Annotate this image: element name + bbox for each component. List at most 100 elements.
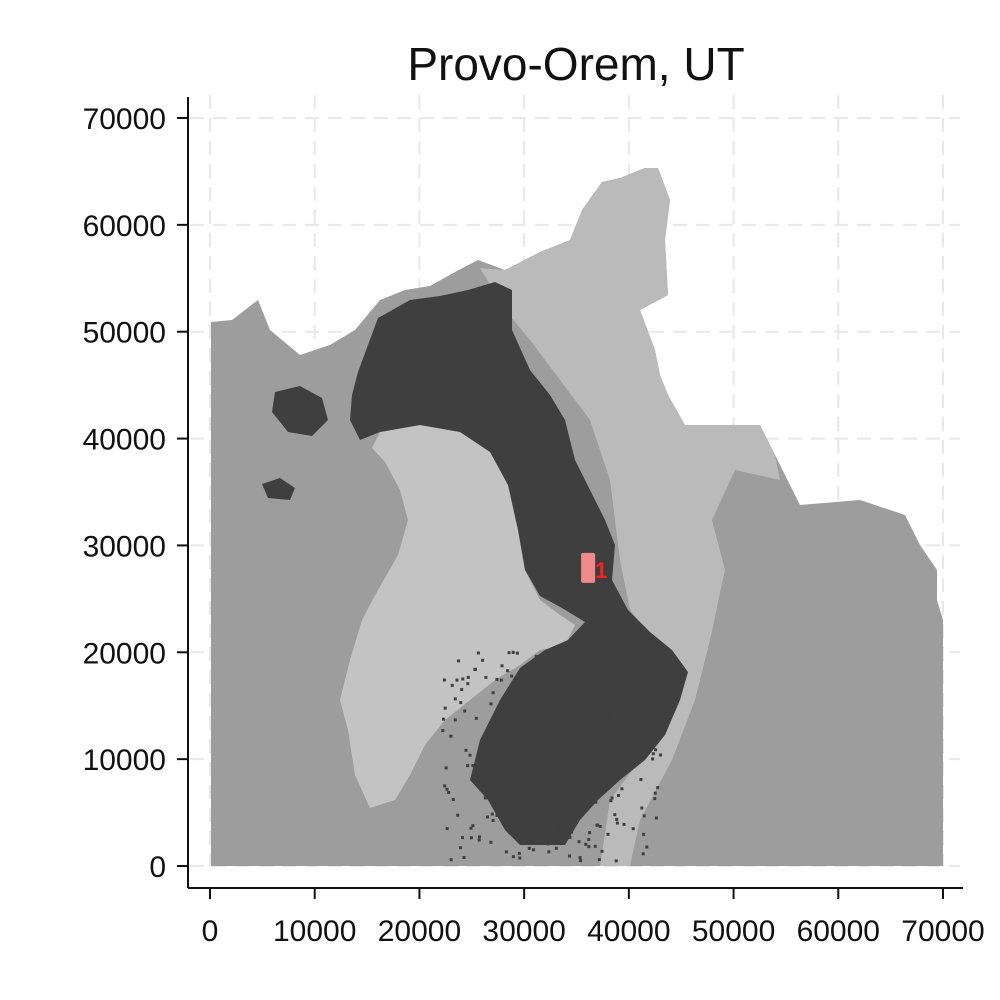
urban-speckle <box>582 733 586 737</box>
urban-speckle <box>519 750 523 754</box>
urban-speckle <box>500 664 504 668</box>
urban-speckle <box>569 669 573 673</box>
urban-speckle <box>459 846 462 850</box>
urban-speckle <box>569 766 573 769</box>
urban-speckle <box>567 658 571 662</box>
urban-speckle <box>501 704 504 708</box>
urban-speckle <box>445 827 449 831</box>
urban-speckle <box>484 759 488 762</box>
urban-speckle <box>583 705 587 709</box>
urban-speckle <box>615 821 619 825</box>
urban-speckle <box>569 769 573 773</box>
urban-speckle <box>651 752 655 756</box>
urban-speckle <box>594 673 597 677</box>
urban-speckle <box>531 729 535 733</box>
urban-speckle <box>617 689 621 693</box>
urban-speckle <box>557 656 561 660</box>
urban-speckle <box>485 732 489 736</box>
urban-speckle <box>464 748 468 752</box>
urban-speckle <box>531 830 534 834</box>
y-tick-label: 30000 <box>83 530 166 563</box>
urban-speckle <box>547 744 551 748</box>
urban-speckle <box>654 656 658 660</box>
urban-speckle <box>507 816 511 820</box>
urban-speckle <box>449 858 453 862</box>
urban-speckle <box>614 724 618 728</box>
urban-speckle <box>594 724 598 728</box>
urban-speckle <box>506 669 510 673</box>
urban-speckle <box>566 722 570 726</box>
urban-speckle <box>507 814 511 818</box>
urban-speckle <box>584 842 588 846</box>
urban-speckle <box>618 741 621 745</box>
urban-speckle <box>658 734 662 738</box>
urban-speckle <box>656 786 660 790</box>
x-tick-label: 30000 <box>482 915 565 948</box>
urban-speckle <box>466 682 470 686</box>
urban-speckle <box>593 703 597 707</box>
urban-speckle <box>577 840 581 844</box>
urban-speckle <box>442 678 446 682</box>
y-tick-label: 50000 <box>83 317 166 350</box>
urban-speckle <box>451 798 455 801</box>
y-tick-label: 20000 <box>83 637 166 670</box>
urban-speckle <box>571 781 575 785</box>
map-regions <box>211 168 943 866</box>
urban-speckle <box>594 800 598 804</box>
x-tick-label: 40000 <box>587 915 670 948</box>
urban-speckle <box>614 690 618 694</box>
urban-speckle <box>580 780 584 784</box>
urban-speckle <box>463 709 467 713</box>
urban-speckle <box>489 740 492 744</box>
urban-speckle <box>466 764 470 768</box>
urban-speckle <box>594 691 598 695</box>
axes: 0 10000 20000 30000 40000 50000 60000 70000 0 100… <box>83 97 985 948</box>
mountain-highlands <box>480 168 780 866</box>
urban-speckle <box>565 674 569 678</box>
urban-speckle <box>518 856 522 860</box>
urban-speckle <box>584 714 588 717</box>
urban-speckle <box>443 706 447 710</box>
urban-speckle <box>599 662 603 665</box>
urban-speckle <box>598 750 601 753</box>
urban-speckle <box>511 830 515 834</box>
marker: 1 <box>581 552 607 583</box>
urban-speckle <box>484 675 488 679</box>
urban-speckle <box>444 766 448 770</box>
urban-speckle <box>569 715 573 719</box>
urban-speckle <box>503 708 506 712</box>
urban-speckle <box>637 695 641 698</box>
urban-speckle <box>503 760 507 764</box>
urban-speckle <box>481 769 485 773</box>
urban-speckle <box>624 653 628 657</box>
y-tick-label: 40000 <box>83 424 166 457</box>
urban-speckle <box>570 830 574 834</box>
urban-speckle <box>502 816 506 820</box>
urban-speckle <box>617 794 620 797</box>
urban-speckle <box>603 790 607 793</box>
urban-speckle <box>532 834 536 838</box>
urban-speckle <box>616 717 619 721</box>
urban-speckle <box>490 812 494 816</box>
urban-speckle <box>481 658 485 662</box>
urban-speckle <box>442 717 445 721</box>
urban-speckle <box>461 677 465 681</box>
urban-speckle <box>578 856 582 860</box>
urban-speckle <box>567 699 571 703</box>
urban-speckle <box>647 683 650 687</box>
urban-speckle <box>538 742 542 746</box>
urban-speckle <box>487 751 491 755</box>
urban-speckle <box>549 783 553 787</box>
urban-speckle <box>600 760 603 764</box>
urban-speckle <box>521 748 525 752</box>
urban-speckle <box>642 832 646 836</box>
urban-speckle <box>653 791 657 795</box>
urban-speckle <box>651 729 654 733</box>
urban-speckle <box>571 704 575 708</box>
urban-speckle <box>565 795 569 799</box>
urban-speckle <box>473 667 477 671</box>
urban-speckle <box>453 718 457 722</box>
y-tick-label: 0 <box>149 851 166 884</box>
urban-speckle <box>495 677 499 681</box>
urban-speckle <box>610 796 614 800</box>
